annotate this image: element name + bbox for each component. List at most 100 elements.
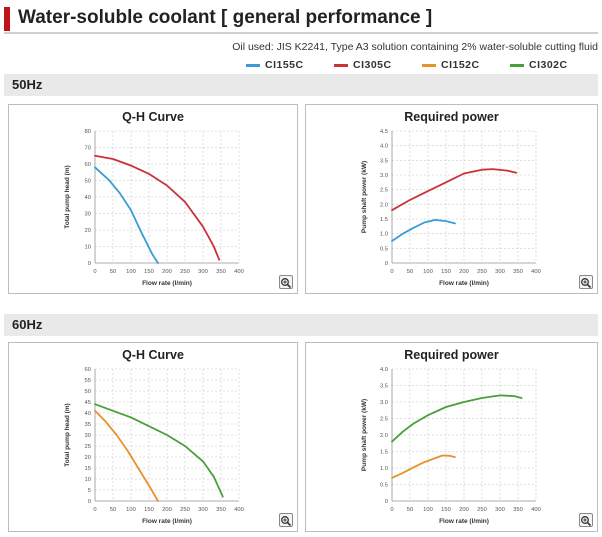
chart-50hz-power: Required power 0 50 100 150 200 250 300 350 400 0… [305, 104, 598, 294]
y-tick-label: 2.5 [380, 188, 388, 194]
x-tick-label: 150 [144, 507, 154, 513]
x-tick-label: 350 [216, 507, 226, 513]
x-tick-label: 300 [198, 507, 208, 513]
x-tick-label: 200 [162, 507, 172, 513]
y-tick-label: 0 [385, 261, 388, 267]
section-label: 50Hz [12, 77, 43, 92]
chart-svg: 0 50 100 150 200 250 300 350 400 0 0.5 1.0 1.5 2.0 2.5… [361, 367, 541, 525]
y-tick-label: 30 [85, 212, 91, 218]
y-tick-label: 0.5 [380, 246, 388, 252]
y-tick-label: 3.0 [380, 400, 388, 406]
y-tick-label: 70 [85, 146, 91, 152]
zoom-icon[interactable] [279, 513, 293, 527]
legend-label: CI302C [529, 59, 568, 71]
chart-title: Required power [404, 348, 499, 362]
x-tick-label: 50 [110, 507, 116, 513]
x-tick-label: 50 [110, 269, 116, 275]
y-axis-label: Pump shaft power (kW) [361, 399, 368, 471]
page-title: Water-soluble coolant [ general performa… [18, 7, 433, 28]
y-tick-label: 3.5 [380, 158, 388, 164]
title-accent-bar [4, 7, 10, 31]
legend-swatch [510, 63, 524, 67]
x-tick-label: 150 [441, 269, 451, 275]
x-tick-label: 250 [180, 507, 190, 513]
series-line-ci152c [391, 454, 456, 479]
y-tick-label: 60 [85, 367, 91, 373]
y-tick-label: 35 [85, 422, 91, 428]
x-tick-label: 150 [441, 507, 451, 513]
y-tick-label: 2.0 [380, 433, 388, 439]
y-tick-label: 4.0 [380, 144, 388, 150]
legend-label: CI305C [353, 59, 392, 71]
chart-svg: 0 50 100 150 200 250 300 350 400 0 10 20 30 40 50 60 70 8… [64, 129, 244, 287]
x-tick-label: 0 [93, 269, 96, 275]
y-axis-label: Pump shaft power (kW) [361, 161, 368, 233]
x-tick-label: 250 [477, 507, 487, 513]
y-tick-label: 25 [85, 444, 91, 450]
series-line-ci302c [94, 403, 224, 498]
chart-60hz-qh: Q-H Curve 0 50 100 150 200 250 300 350 400 0 5 10 15… [8, 342, 298, 532]
x-tick-label: 200 [162, 269, 172, 275]
zoom-icon[interactable] [579, 513, 593, 527]
y-tick-label: 1.0 [380, 232, 388, 238]
y-tick-label: 0.5 [380, 483, 388, 489]
x-axis-label: Flow rate (l/min) [439, 518, 489, 525]
zoom-icon[interactable] [579, 275, 593, 289]
x-tick-label: 400 [234, 507, 244, 513]
chart-title: Q-H Curve [122, 348, 184, 362]
legend-item-ci152c: CI152C [422, 58, 510, 72]
oil-used-note: Oil used: JIS K2241, Type A3 solution co… [232, 41, 598, 53]
y-tick-label: 4.5 [380, 129, 388, 135]
section-50hz: 50Hz [4, 74, 598, 96]
y-tick-label: 2.0 [380, 202, 388, 208]
legend-swatch [422, 63, 436, 67]
x-tick-label: 300 [495, 269, 505, 275]
y-tick-label: 0 [385, 499, 388, 505]
y-axis-label: Total pump head (m) [64, 165, 71, 228]
y-tick-label: 60 [85, 162, 91, 168]
y-tick-label: 40 [85, 411, 91, 417]
x-tick-label: 400 [531, 269, 541, 275]
chart-title: Required power [404, 110, 499, 124]
legend-swatch [246, 63, 260, 67]
chart-svg: 0 50 100 150 200 250 300 350 400 0 0.5 1.0 1.5 2.0 2.5… [361, 129, 541, 287]
series-line-ci305c [391, 168, 518, 212]
x-tick-label: 50 [407, 507, 413, 513]
x-tick-label: 200 [459, 507, 469, 513]
y-tick-label: 55 [85, 378, 91, 384]
x-tick-label: 0 [390, 269, 393, 275]
x-tick-label: 300 [495, 507, 505, 513]
y-tick-label: 80 [85, 129, 91, 135]
y-tick-label: 50 [85, 179, 91, 185]
y-tick-label: 40 [85, 195, 91, 201]
y-tick-label: 0 [88, 499, 91, 505]
x-tick-label: 100 [126, 507, 136, 513]
y-tick-label: 1.0 [380, 466, 388, 472]
legend-item-ci155c: CI155C [246, 58, 334, 72]
y-tick-label: 3.0 [380, 173, 388, 179]
y-tick-label: 2.5 [380, 417, 388, 423]
legend-label: CI155C [265, 59, 304, 71]
x-tick-label: 150 [144, 269, 154, 275]
x-tick-label: 100 [126, 269, 136, 275]
series-legend: CI155C CI305C CI152C CI302C [246, 58, 598, 72]
y-tick-label: 10 [85, 477, 91, 483]
x-tick-label: 250 [180, 269, 190, 275]
x-axis-label: Flow rate (l/min) [142, 280, 192, 287]
legend-label: CI152C [441, 59, 480, 71]
chart-60hz-power: Required power 0 50 100 150 200 250 300 350 400 0… [305, 342, 598, 532]
x-tick-label: 400 [234, 269, 244, 275]
x-tick-label: 100 [423, 269, 433, 275]
x-tick-label: 0 [390, 507, 393, 513]
y-tick-label: 1.5 [380, 450, 388, 456]
y-tick-label: 45 [85, 400, 91, 406]
y-tick-label: 4.0 [380, 367, 388, 373]
series-line-ci155c [94, 166, 159, 264]
y-tick-label: 30 [85, 433, 91, 439]
zoom-icon[interactable] [279, 275, 293, 289]
x-tick-label: 300 [198, 269, 208, 275]
chart-title: Q-H Curve [122, 110, 184, 124]
x-axis-label: Flow rate (l/min) [439, 280, 489, 287]
x-tick-label: 100 [423, 507, 433, 513]
chart-50hz-qh: Q-H Curve 0 50 100 150 200 250 300 350 400 0 10 20 3… [8, 104, 298, 294]
